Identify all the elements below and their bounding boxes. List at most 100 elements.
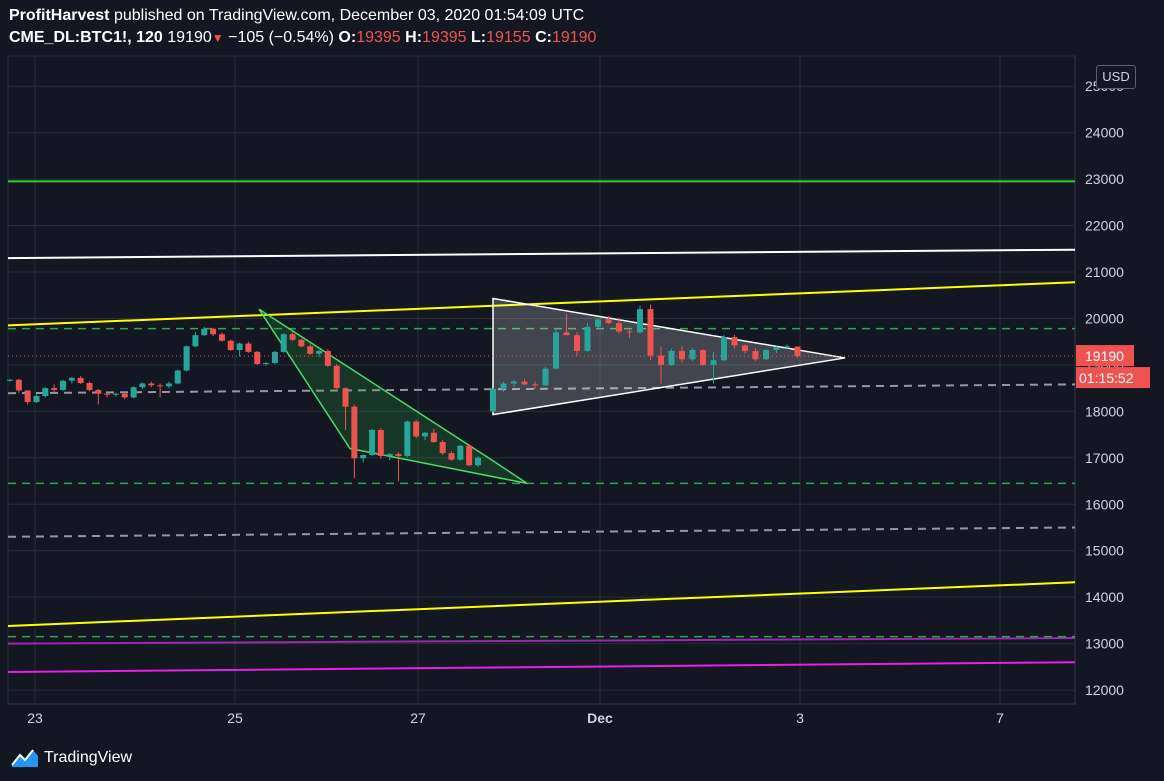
candle-body[interactable] xyxy=(15,379,22,391)
symbol-name[interactable]: CME_DL:BTC1!, 120 xyxy=(9,29,163,46)
candle-body[interactable] xyxy=(351,406,358,459)
candle-body[interactable] xyxy=(668,350,675,365)
candle-body[interactable] xyxy=(626,331,633,333)
candle-body[interactable] xyxy=(59,380,66,390)
yellow-trend-line[interactable] xyxy=(7,581,1076,627)
candle-body[interactable] xyxy=(324,350,331,366)
candle-body[interactable] xyxy=(77,377,84,384)
candle-body[interactable] xyxy=(342,388,349,407)
candle-body[interactable] xyxy=(245,343,252,352)
candle-body[interactable] xyxy=(227,340,234,351)
candle-body[interactable] xyxy=(201,328,208,336)
candle-body[interactable] xyxy=(51,388,58,390)
candle-body[interactable] xyxy=(430,432,437,443)
candle-body[interactable] xyxy=(333,365,340,389)
candle-body[interactable] xyxy=(584,326,591,351)
candle-body[interactable] xyxy=(130,387,137,398)
candle-body[interactable] xyxy=(280,334,287,352)
candle-body[interactable] xyxy=(68,377,75,381)
candle-body[interactable] xyxy=(386,454,393,456)
tradingview-logo[interactable]: TradingView xyxy=(10,745,132,771)
chart-header: ProfitHarvest published on TradingView.c… xyxy=(0,0,1164,56)
candle-body[interactable] xyxy=(794,346,801,357)
candle-body[interactable] xyxy=(42,388,49,397)
candle-body[interactable] xyxy=(710,360,717,365)
candle-body[interactable] xyxy=(104,393,111,395)
candle-body[interactable] xyxy=(236,343,243,351)
candle-body[interactable] xyxy=(763,350,769,360)
candle-body[interactable] xyxy=(532,384,538,386)
candle-body[interactable] xyxy=(466,445,473,466)
candle-body[interactable] xyxy=(157,385,164,387)
candle-body[interactable] xyxy=(112,393,119,395)
candle-body[interactable] xyxy=(271,351,278,364)
candle-body[interactable] xyxy=(307,346,314,354)
candle-body[interactable] xyxy=(263,363,270,365)
candle-body[interactable] xyxy=(721,337,727,361)
purple-trend-line[interactable] xyxy=(7,637,1076,645)
candle-body[interactable] xyxy=(784,346,790,348)
candle-body[interactable] xyxy=(605,319,612,324)
candle-body[interactable] xyxy=(148,383,155,386)
candle-body[interactable] xyxy=(563,332,570,336)
candle-body[interactable] xyxy=(86,383,93,390)
candle-body[interactable] xyxy=(192,335,199,347)
gray-dashed-level[interactable] xyxy=(7,383,1076,395)
candle-body[interactable] xyxy=(183,346,190,371)
candle-body[interactable] xyxy=(254,351,261,364)
candle-body[interactable] xyxy=(33,396,40,403)
magenta-trend-line[interactable] xyxy=(7,661,1076,673)
candle-body[interactable] xyxy=(616,323,622,332)
currency-button[interactable]: USD xyxy=(1096,65,1136,89)
candle-body[interactable] xyxy=(289,334,296,340)
candle-body[interactable] xyxy=(165,383,172,387)
candle-body[interactable] xyxy=(422,432,429,437)
close-label: C: xyxy=(535,29,552,46)
candle-body[interactable] xyxy=(457,445,464,460)
candle-body[interactable] xyxy=(511,381,517,384)
candle-body[interactable] xyxy=(404,421,411,456)
candle-body[interactable] xyxy=(316,350,323,354)
candle-body[interactable] xyxy=(7,379,13,381)
falling-wedge-pattern[interactable] xyxy=(258,308,528,485)
gray-dashed-level[interactable] xyxy=(7,526,1076,538)
candle-body[interactable] xyxy=(439,442,446,454)
candle-body[interactable] xyxy=(474,457,481,466)
candle-body[interactable] xyxy=(490,389,496,412)
candle-body[interactable] xyxy=(369,429,376,456)
candle-body[interactable] xyxy=(218,334,225,341)
candle-body[interactable] xyxy=(553,332,559,369)
candle-body[interactable] xyxy=(377,429,384,456)
candle-body[interactable] xyxy=(298,339,305,347)
candle-body[interactable] xyxy=(542,368,549,386)
candle-body[interactable] xyxy=(139,383,146,388)
candle-body[interactable] xyxy=(210,328,217,335)
candle-body[interactable] xyxy=(742,345,748,351)
candle-body[interactable] xyxy=(574,335,580,351)
candle-body[interactable] xyxy=(395,454,402,456)
author-name[interactable]: ProfitHarvest xyxy=(9,7,110,24)
candle-body[interactable] xyxy=(500,383,507,390)
candle-body[interactable] xyxy=(521,381,528,385)
candle-body[interactable] xyxy=(95,389,102,394)
candle-body[interactable] xyxy=(360,455,367,459)
candle-body[interactable] xyxy=(679,350,685,360)
yellow-trend-line[interactable] xyxy=(7,281,1076,327)
candle-body[interactable] xyxy=(752,350,759,360)
white-trend-line[interactable] xyxy=(7,248,1076,260)
candle-body[interactable] xyxy=(689,350,696,360)
candle-body[interactable] xyxy=(647,309,654,356)
candle-body[interactable] xyxy=(174,370,181,384)
candle-body[interactable] xyxy=(637,309,643,333)
candle-body[interactable] xyxy=(595,319,601,327)
candle-body[interactable] xyxy=(773,347,780,351)
candle-body[interactable] xyxy=(121,393,128,398)
candle-body[interactable] xyxy=(700,350,706,365)
candle-body[interactable] xyxy=(658,355,664,365)
candle-body[interactable] xyxy=(413,421,420,437)
candle-body[interactable] xyxy=(731,337,738,346)
y-tick-label: 21000 xyxy=(1085,264,1124,280)
candle-body[interactable] xyxy=(448,453,455,460)
candle-body[interactable] xyxy=(24,390,31,403)
